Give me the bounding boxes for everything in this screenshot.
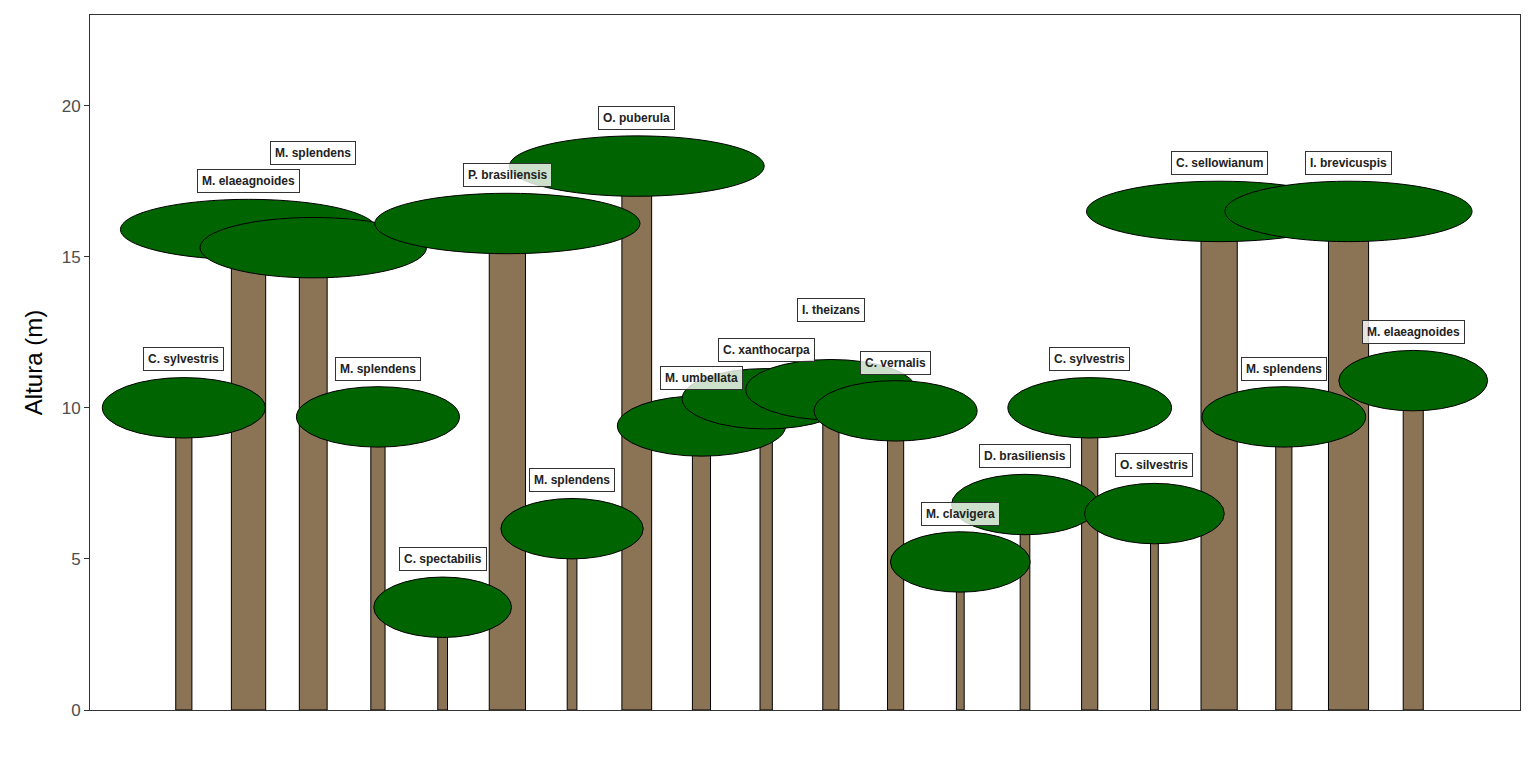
svg-text:O. silvestris: O. silvestris (1120, 458, 1188, 472)
svg-text:C. sylvestris: C. sylvestris (1054, 352, 1125, 366)
svg-text:I. theizans: I. theizans (802, 303, 860, 317)
svg-text:C. sellowianum: C. sellowianum (1176, 156, 1263, 170)
svg-text:M. clavigera: M. clavigera (926, 507, 995, 521)
svg-text:M. splendens: M. splendens (275, 146, 351, 160)
svg-text:M. splendens: M. splendens (1246, 362, 1322, 376)
svg-text:C. sylvestris: C. sylvestris (148, 352, 219, 366)
svg-text:M. splendens: M. splendens (534, 473, 610, 487)
svg-text:P. brasiliensis: P. brasiliensis (468, 168, 547, 182)
svg-text:15: 15 (62, 248, 81, 267)
svg-text:20: 20 (62, 97, 81, 116)
svg-text:M. umbellata: M. umbellata (665, 371, 738, 385)
svg-text:C. spectabilis: C. spectabilis (404, 552, 482, 566)
svg-text:0: 0 (71, 701, 80, 720)
svg-text:M. splendens: M. splendens (340, 362, 416, 376)
svg-text:C. vernalis: C. vernalis (865, 356, 926, 370)
svg-text:Altura (m): Altura (m) (20, 310, 47, 415)
svg-text:I. brevicuspis: I. brevicuspis (1310, 156, 1387, 170)
svg-text:10: 10 (62, 399, 81, 418)
svg-text:C. xanthocarpa: C. xanthocarpa (723, 343, 810, 357)
svg-text:O. puberula: O. puberula (603, 111, 670, 125)
svg-text:D. brasiliensis: D. brasiliensis (984, 449, 1066, 463)
svg-text:M. elaeagnoides: M. elaeagnoides (202, 174, 295, 188)
svg-text:5: 5 (71, 550, 80, 569)
svg-text:M. elaeagnoides: M. elaeagnoides (1367, 325, 1460, 339)
